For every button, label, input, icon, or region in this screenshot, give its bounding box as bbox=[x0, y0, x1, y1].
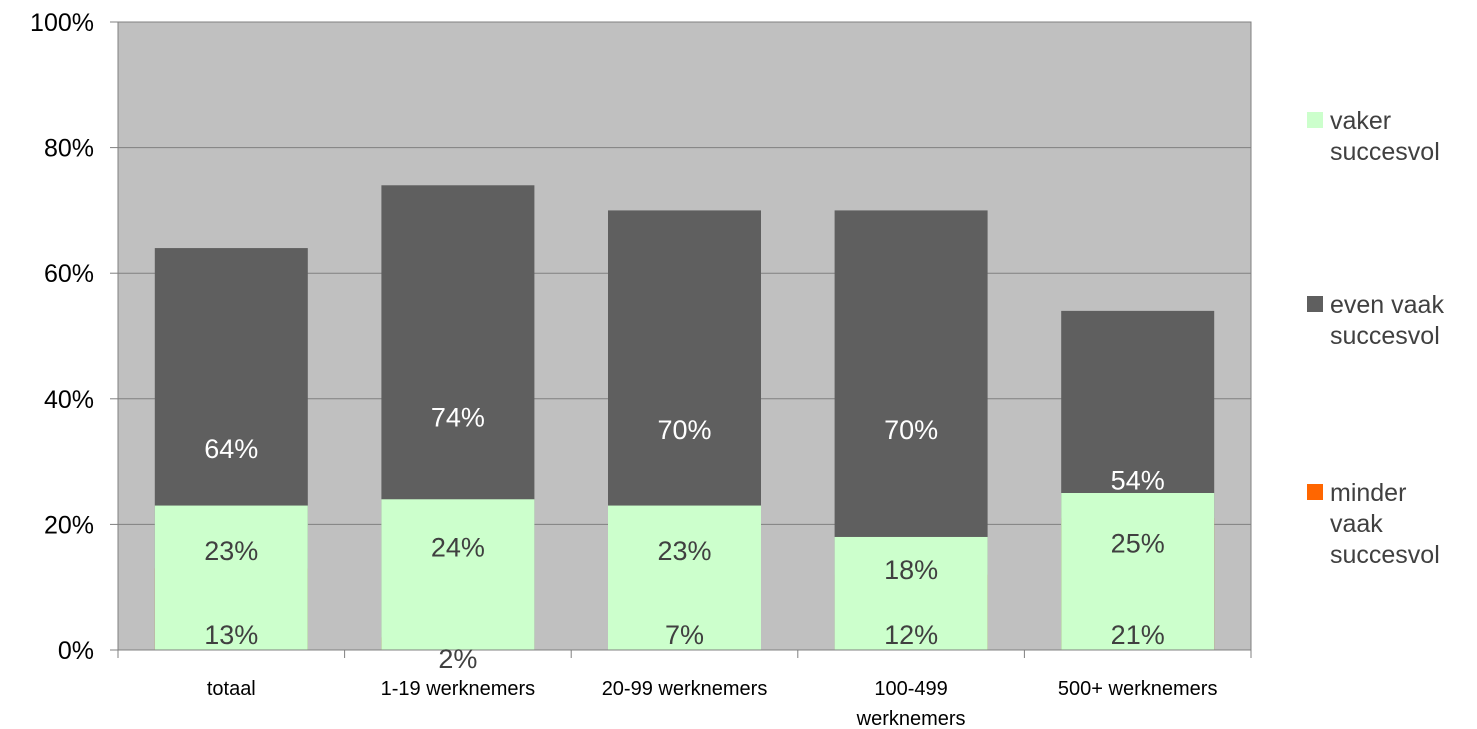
y-tick-label: 80% bbox=[44, 135, 94, 163]
data-label: 70% bbox=[884, 415, 938, 445]
x-tick-label-line: 20-99 werknemers bbox=[602, 678, 768, 700]
data-label: 2% bbox=[438, 644, 477, 674]
legend-label: minder vaak succesvol bbox=[1330, 479, 1440, 569]
y-tick-label: 100% bbox=[30, 9, 94, 37]
legend-label-line: succesvol bbox=[1330, 322, 1440, 350]
legend-label-line: vaak bbox=[1330, 510, 1383, 538]
bar-segment bbox=[608, 505, 761, 650]
bar-segment bbox=[154, 505, 308, 650]
x-tick-label: 100-499 werknemers bbox=[856, 678, 966, 729]
legend-swatch bbox=[1307, 112, 1323, 128]
data-label: 23% bbox=[204, 536, 258, 566]
x-tick-label-line: 500+ werknemers bbox=[1058, 678, 1218, 700]
x-tick-label: 500+ werknemers bbox=[1058, 678, 1218, 700]
y-tick-label: 0% bbox=[58, 637, 94, 665]
data-label: 23% bbox=[657, 536, 711, 566]
data-label: 25% bbox=[1111, 529, 1165, 559]
bar-segment bbox=[381, 499, 535, 650]
data-label: 12% bbox=[884, 620, 938, 650]
x-tick-label-line: totaal bbox=[207, 678, 256, 700]
legend-label-line: minder bbox=[1330, 479, 1406, 507]
y-tick-label: 20% bbox=[44, 511, 94, 539]
bars bbox=[154, 185, 1215, 650]
legend-label: vaker succesvol bbox=[1330, 107, 1440, 166]
x-tick-label-line: 1-19 werknemers bbox=[381, 678, 536, 700]
data-label: 70% bbox=[657, 415, 711, 445]
legend-swatch bbox=[1307, 296, 1323, 312]
legend-label-line: vaker bbox=[1330, 107, 1391, 135]
legend-swatch bbox=[1307, 484, 1323, 500]
legend-label-line: succesvol bbox=[1330, 541, 1440, 569]
legend-label-line: even vaak bbox=[1330, 291, 1444, 319]
data-label: 13% bbox=[204, 620, 258, 650]
axes: 0% 20% 40% 60% 80% 100% totaal 1-19 werknemers 2… bbox=[30, 9, 1252, 729]
y-tick-label: 40% bbox=[44, 386, 94, 414]
data-label: 64% bbox=[204, 434, 258, 464]
legend: vaker succesvol even vaak succesvol minder va… bbox=[1307, 107, 1444, 569]
legend-label: even vaak succesvol bbox=[1330, 291, 1444, 350]
data-label: 18% bbox=[884, 555, 938, 585]
x-tick-label-line: 100-499 bbox=[874, 678, 947, 700]
x-tick-label: 1-19 werknemers bbox=[381, 678, 536, 700]
data-label: 7% bbox=[665, 620, 704, 650]
legend-label-line: succesvol bbox=[1330, 138, 1440, 166]
x-tick-label: totaal bbox=[207, 678, 256, 700]
bar-segment bbox=[1061, 493, 1215, 650]
data-label: 54% bbox=[1111, 465, 1165, 495]
bar-segment bbox=[834, 536, 988, 650]
data-label: 74% bbox=[431, 403, 485, 433]
x-tick-label: 20-99 werknemers bbox=[602, 678, 768, 700]
data-label: 21% bbox=[1111, 620, 1165, 650]
data-labels: 13% 64% 23% 2% 74% 24% 7% 70% 23% 12% 70% 18% 21% 54%… bbox=[204, 403, 1164, 674]
x-tick-label-line: werknemers bbox=[856, 708, 966, 729]
y-tick-label: 60% bbox=[44, 260, 94, 288]
data-label: 24% bbox=[431, 532, 485, 562]
